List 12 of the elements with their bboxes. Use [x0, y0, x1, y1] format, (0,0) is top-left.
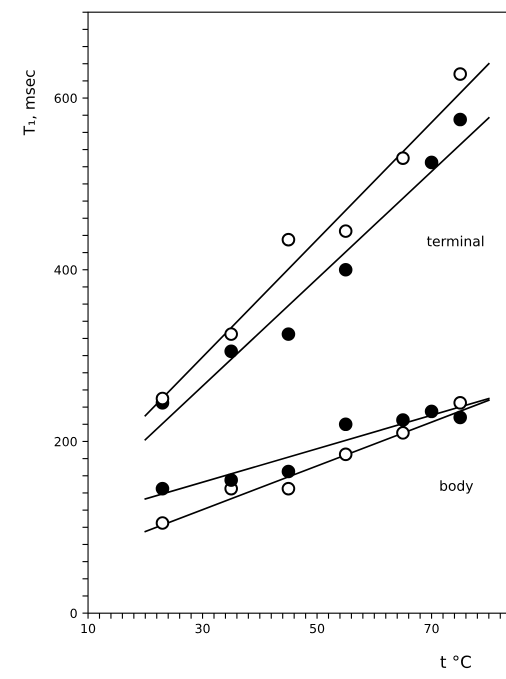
- y-tick-label: 0: [70, 608, 77, 618]
- x-tick-label: 30: [196, 624, 210, 634]
- annotation: body: [440, 480, 474, 494]
- x-axis-title: t °C: [440, 655, 471, 668]
- y-axis-title: T₁, msec: [24, 70, 36, 136]
- y-tick-label: 200: [54, 436, 77, 446]
- annotation: terminal: [426, 236, 484, 246]
- x-tick-label: 50: [310, 624, 324, 634]
- y-tick-label: 400: [54, 265, 77, 275]
- y-tick-label: 600: [54, 94, 77, 103]
- x-tick-label: 10: [81, 624, 96, 634]
- x-tick-label: 70: [424, 624, 439, 634]
